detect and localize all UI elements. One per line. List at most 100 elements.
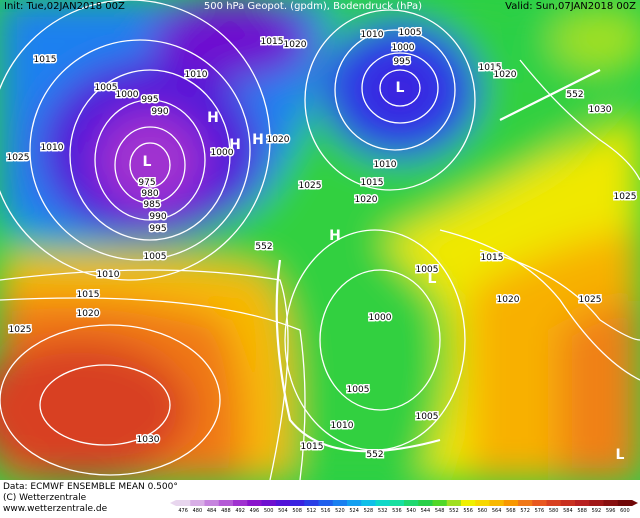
colorbar-cell (518, 500, 533, 506)
footer-data: Data: ECMWF ENSEMBLE MEAN 0.500° (3, 482, 178, 492)
pressure-center: L (396, 80, 405, 96)
colorbar: 476 480 484 488 492 496 500 504 508 512 516 520 524 5… (170, 500, 638, 514)
isobar-label: 1020 (267, 135, 290, 145)
colorbar-cell (532, 500, 547, 506)
colorbar-cell (575, 500, 590, 506)
isobar-label: 1005 (416, 265, 439, 275)
colorbar-cell (389, 500, 405, 506)
colorbar-tick-label: 540 (406, 508, 416, 514)
colorbar-cell (375, 500, 391, 506)
isobar-label: 1015 (361, 178, 384, 188)
isobar-label: 1020 (77, 309, 100, 319)
colorbar-tick-label: 528 (364, 508, 374, 514)
pressure-center: H (207, 110, 219, 126)
isobar-label: 1015 (301, 442, 324, 452)
colorbar-tick-label: 476 (178, 508, 188, 514)
colorbar-arrow-left (170, 500, 176, 506)
isobar-label: 1030 (589, 105, 612, 115)
colorbar-tick-label: 576 (535, 508, 545, 514)
isobar-label: 1025 (9, 325, 32, 335)
colorbar-cell (304, 500, 319, 506)
colorbar-cell (432, 500, 448, 506)
isobars (0, 0, 640, 480)
header-valid: Valid: Sun,07JAN2018 00Z (505, 1, 636, 12)
isobar-label: 995 (149, 224, 166, 234)
isobar-label: 1005 (144, 252, 167, 262)
colorbar-cell (247, 500, 262, 506)
colorbar-cell (603, 500, 619, 506)
colorbar-cell (332, 500, 348, 506)
isobar-label: 990 (151, 107, 168, 117)
colorbar-tick-label: 520 (335, 508, 345, 514)
colorbar-cell (275, 500, 291, 506)
colorbar-tick-label: 480 (193, 508, 203, 514)
isobar-label: 1005 (95, 83, 118, 93)
isobar-label: 1020 (284, 40, 307, 50)
colorbar-tick-label: 548 (435, 508, 445, 514)
colorbar-cell (404, 500, 419, 506)
map-shading (0, 0, 640, 480)
isobar-label: 995 (141, 95, 158, 105)
colorbar-tick-label: 488 (221, 508, 231, 514)
colorbar-tick-label: 492 (235, 508, 245, 514)
pressure-center: L (616, 447, 625, 463)
isobar-label: 1010 (41, 143, 64, 153)
colorbar-tick-label: 504 (278, 508, 288, 514)
footer-copyright: (C) Wetterzentrale (3, 493, 87, 503)
colorbar-cell (617, 500, 633, 506)
isobar-label: 1010 (331, 421, 354, 431)
colorbar-tick-label: 536 (392, 508, 402, 514)
colorbar-cell (176, 500, 191, 506)
isobar-label: 1010 (374, 160, 397, 170)
colorbar-cell (361, 500, 376, 506)
isobar-label: 1020 (494, 70, 517, 80)
header-init: Init: Tue,02JAN2018 00Z (4, 1, 125, 12)
height-label: 552 (566, 90, 583, 100)
colorbar-tick-label: 508 (292, 508, 302, 514)
isobar-label: 1005 (399, 28, 422, 38)
pressure-center: L (143, 154, 152, 170)
isobar-label: 1025 (7, 153, 30, 163)
colorbar-tick-label: 588 (577, 508, 587, 514)
pressure-center: H (252, 132, 264, 148)
isobar-label: 1020 (355, 195, 378, 205)
isobar-label: 1010 (97, 270, 120, 280)
colorbar-cell (190, 500, 205, 506)
colorbar-tick-label: 572 (520, 508, 530, 514)
isobar-label: 995 (393, 57, 410, 67)
isobar-label: 980 (141, 189, 158, 199)
colorbar-tick-label: 560 (478, 508, 488, 514)
isobar-label: 1000 (116, 90, 139, 100)
colorbar-cell (446, 500, 462, 506)
colorbar-cell (489, 500, 505, 506)
colorbar-tick-label: 524 (349, 508, 359, 514)
isobar-label: 1005 (416, 412, 439, 422)
isobar-label: 1025 (614, 192, 637, 202)
colorbar-tick-label: 600 (620, 508, 630, 514)
isobar-label: 975 (138, 178, 155, 188)
header-title: 500 hPa Geopot. (gpdm), Bodendruck (hPa) (204, 1, 422, 12)
colorbar-cell (261, 500, 277, 506)
isobar-label: 1015 (481, 253, 504, 263)
colorbar-tick-label: 544 (421, 508, 431, 514)
footer-url: www.wetterzentrale.de (3, 504, 108, 514)
colorbar-cell (347, 500, 362, 506)
height-label: 552 (366, 450, 383, 460)
colorbar-cell (204, 500, 220, 506)
colorbar-cell (233, 500, 248, 506)
isobar-label: 1010 (361, 30, 384, 40)
isobar-label: 985 (143, 200, 160, 210)
isobar-label: 1005 (347, 385, 370, 395)
colorbar-tick-label: 552 (449, 508, 459, 514)
isobar-label: 1015 (479, 63, 502, 73)
isobar-label: 1000 (211, 148, 234, 158)
isobar-label: 1015 (77, 290, 100, 300)
isobar-label: 1030 (137, 435, 160, 445)
colorbar-cell (546, 500, 562, 506)
isobar-label: 1015 (34, 55, 57, 65)
colorbar-tick-label: 484 (207, 508, 217, 514)
colorbar-tick-label: 532 (378, 508, 388, 514)
colorbar-cell (290, 500, 305, 506)
colorbar-cell (218, 500, 234, 506)
